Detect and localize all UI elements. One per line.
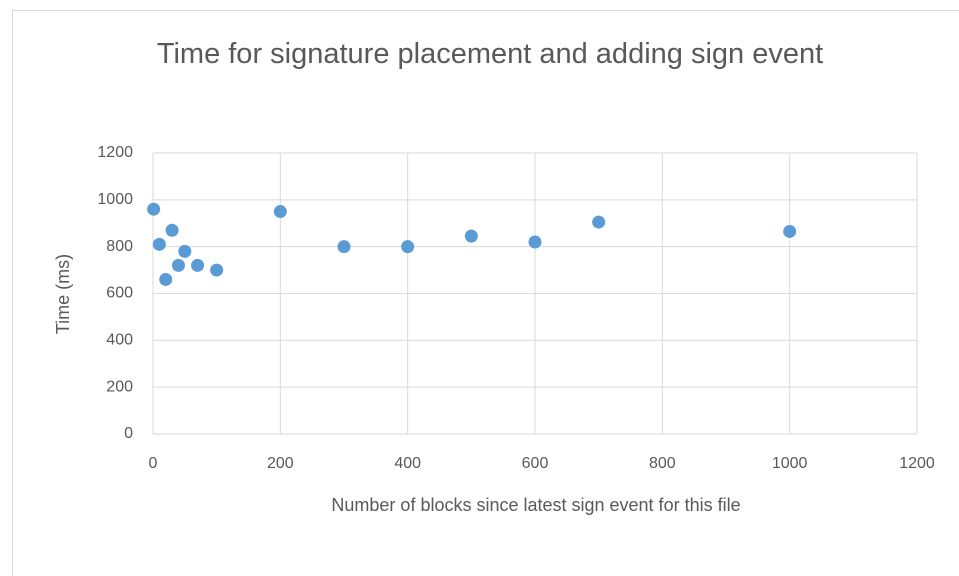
point (592, 215, 606, 229)
y-tick-label: 1000 (97, 191, 133, 208)
point (464, 229, 478, 243)
y-tick-label: 800 (106, 238, 133, 255)
point (152, 237, 166, 251)
point (191, 258, 205, 272)
point (178, 244, 192, 258)
point (147, 202, 161, 216)
point (210, 263, 224, 277)
point (273, 205, 287, 219)
chart-frame (12, 10, 959, 576)
x-tick-label: 1000 (772, 455, 808, 472)
x-tick-label: 200 (267, 455, 294, 472)
point (171, 258, 185, 272)
point (337, 240, 351, 254)
x-tick-label: 600 (522, 455, 549, 472)
y-tick-label: 0 (124, 425, 133, 442)
y-axis-title: Time (ms) (53, 254, 73, 334)
y-tick-label: 400 (106, 332, 133, 349)
x-tick-label: 0 (149, 455, 158, 472)
x-tick-label: 400 (394, 455, 421, 472)
y-tick-label: 1200 (97, 144, 133, 161)
x-axis-title: Number of blocks since latest sign event… (331, 495, 740, 515)
x-tick-label: 1200 (899, 455, 935, 472)
y-tick-label: 600 (106, 285, 133, 302)
point (528, 235, 542, 249)
point (783, 224, 797, 238)
point (165, 223, 179, 237)
point (401, 240, 415, 254)
point (159, 272, 173, 286)
x-tick-label: 800 (649, 455, 676, 472)
chart-title: Time for signature placement and adding … (156, 38, 824, 70)
y-tick-label: 200 (106, 378, 133, 395)
